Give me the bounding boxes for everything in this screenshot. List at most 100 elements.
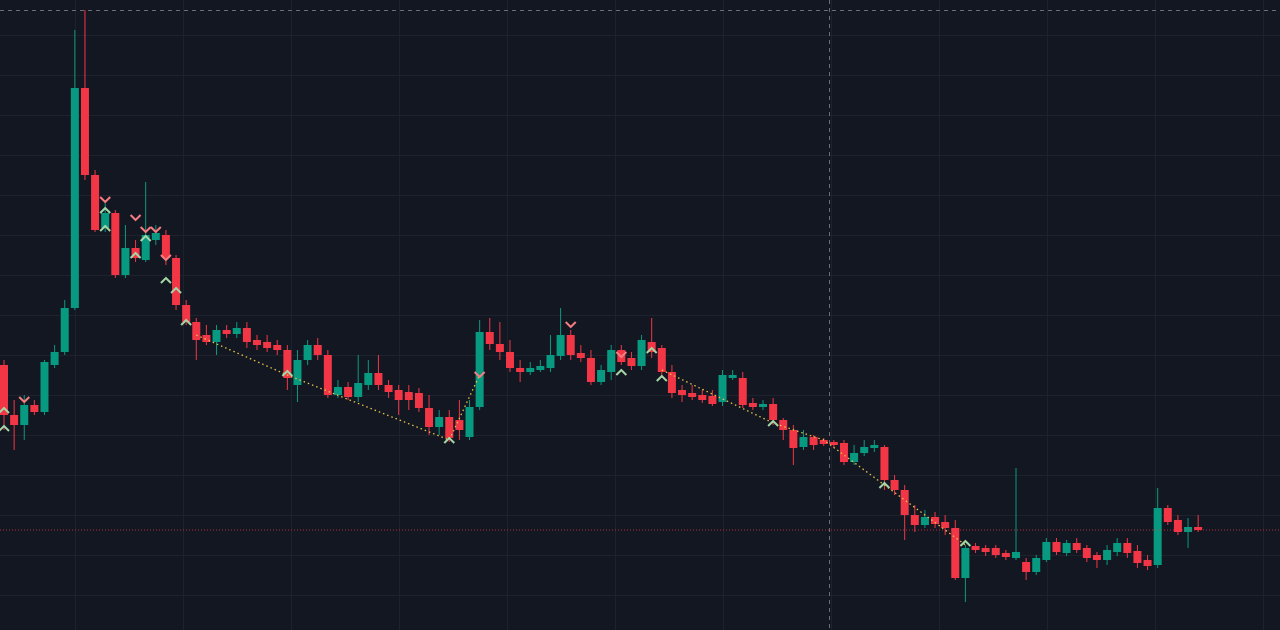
candle-body: [870, 445, 879, 448]
candle-body: [536, 366, 545, 370]
candle-body: [779, 420, 788, 430]
candle-body: [20, 405, 29, 425]
sell-signal: [160, 254, 172, 262]
sell-signal: [473, 371, 486, 379]
candle-body: [526, 368, 535, 372]
sell-signal: [565, 321, 577, 329]
candle-body: [161, 235, 170, 258]
sell-signal: [150, 226, 162, 234]
candle-body: [759, 404, 767, 407]
buy-signal: [160, 276, 172, 284]
candle-body: [445, 417, 454, 438]
buy-signal: [878, 481, 891, 489]
candle-body: [769, 404, 778, 420]
candle-body: [495, 344, 504, 352]
candle-body: [101, 213, 110, 228]
candle-body: [991, 548, 1000, 555]
candle-body: [890, 480, 899, 490]
candle-body: [597, 370, 606, 382]
candle-body: [333, 387, 342, 395]
candle-body: [111, 213, 120, 275]
candle-body: [303, 345, 312, 360]
candle-body: [425, 408, 434, 427]
plot-area: [0, 10, 1280, 602]
candle-body: [293, 360, 302, 385]
candle-body: [354, 383, 363, 397]
buy-signal: [959, 539, 972, 547]
candle-body: [91, 175, 100, 230]
candle-body: [627, 358, 636, 366]
candle-body: [384, 385, 393, 392]
candle-body: [566, 335, 575, 355]
candle-body: [1032, 558, 1041, 572]
sell-signal: [139, 226, 152, 234]
candle-body: [1001, 553, 1010, 557]
candle-body: [678, 390, 687, 395]
candle-body: [698, 395, 707, 400]
sell-signal: [129, 214, 142, 222]
candle-body: [860, 447, 869, 453]
buy-signal: [139, 234, 152, 242]
candle-body: [708, 396, 717, 404]
candle-body: [263, 342, 272, 348]
buy-signal: [129, 251, 142, 259]
buy-signal: [170, 286, 182, 294]
candle-body: [1042, 542, 1051, 560]
candle-body: [323, 355, 332, 395]
candle-body: [40, 362, 49, 412]
candle-body: [667, 372, 676, 393]
candle-body: [1123, 543, 1132, 553]
candle-body: [506, 352, 514, 368]
candle-body: [80, 88, 89, 175]
candle-body: [971, 546, 980, 550]
candle-body: [0, 365, 8, 415]
candle-body: [242, 328, 251, 342]
candle-body: [576, 353, 585, 358]
candle-body: [1022, 562, 1031, 572]
candle-body: [364, 373, 373, 385]
candle-body: [829, 442, 838, 445]
candle-body: [718, 375, 727, 402]
candle-body: [607, 350, 616, 372]
buy-signal: [99, 224, 111, 232]
zigzag-line: [196, 334, 966, 546]
candle-body: [556, 335, 565, 356]
candle-body: [232, 328, 241, 334]
candle-body: [809, 437, 818, 445]
candle-body: [172, 258, 181, 305]
sell-signal: [615, 351, 628, 359]
candle-body: [981, 548, 990, 552]
candle-body: [900, 490, 909, 515]
candle-body: [920, 517, 929, 525]
candle-body: [475, 332, 484, 407]
buy-signal: [281, 369, 294, 377]
candle-body: [10, 415, 19, 425]
sell-signal: [99, 196, 111, 204]
candle-body: [30, 405, 39, 412]
candle-body: [313, 345, 322, 355]
candle-body: [222, 330, 231, 334]
candle-body: [253, 340, 261, 345]
buy-signal: [615, 368, 628, 376]
candle-body: [910, 515, 919, 525]
buy-signal: [645, 346, 658, 354]
candle-body: [455, 420, 464, 430]
candle-body: [1012, 552, 1020, 558]
candle-body: [819, 440, 828, 444]
candle-body: [485, 332, 494, 344]
candle-body: [283, 350, 292, 378]
candle-body: [1113, 543, 1122, 552]
candle-body: [1133, 551, 1142, 563]
candle-body: [273, 345, 282, 350]
candle-body: [1153, 508, 1162, 565]
buy-signal: [656, 374, 668, 382]
candle-body: [404, 392, 413, 400]
candle-body: [1163, 508, 1172, 522]
candle-body: [202, 335, 211, 342]
candle-body: [728, 375, 737, 378]
candle-body: [374, 373, 383, 385]
candle-body: [60, 308, 69, 352]
